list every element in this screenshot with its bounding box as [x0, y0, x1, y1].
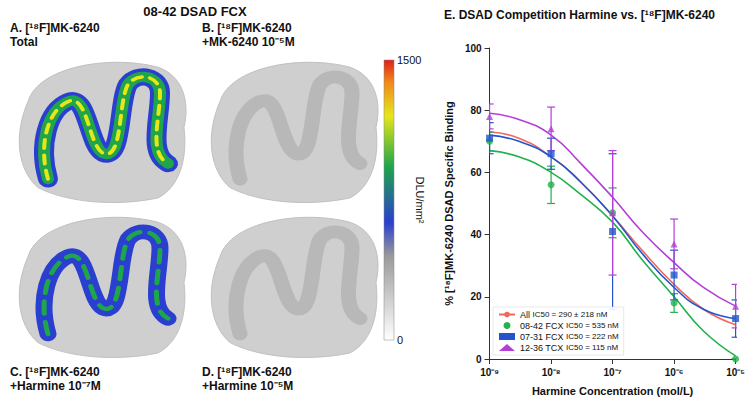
svg-text:+Harmine 10⁻⁵M: +Harmine 10⁻⁵M [202, 379, 293, 393]
svg-text:07-31 FCX: 07-31 FCX [520, 332, 566, 342]
svg-text:Total: Total [10, 35, 38, 49]
svg-text:B. [¹⁸F]MK-6240: B. [¹⁸F]MK-6240 [202, 21, 292, 35]
svg-text:0: 0 [397, 334, 403, 346]
svg-text:1500: 1500 [397, 54, 421, 66]
svg-text:10⁻⁶: 10⁻⁶ [665, 367, 684, 378]
svg-text:100: 100 [465, 43, 482, 54]
svg-text:10⁻⁵: 10⁻⁵ [726, 367, 745, 378]
svg-text:10⁻⁸: 10⁻⁸ [542, 367, 561, 378]
svg-text:20: 20 [470, 291, 482, 302]
svg-text:40: 40 [470, 229, 482, 240]
svg-text:+MK-6240 10⁻⁵M: +MK-6240 10⁻⁵M [202, 35, 295, 49]
svg-text:08-42 DSAD FCX: 08-42 DSAD FCX [143, 4, 247, 19]
svg-text:Harmine Concentration (mol/L): Harmine Concentration (mol/L) [532, 385, 694, 397]
svg-text:A. [¹⁸F]MK-6240: A. [¹⁸F]MK-6240 [10, 21, 100, 35]
svg-text:0: 0 [476, 354, 482, 365]
svg-text:All: All [520, 310, 533, 320]
svg-text:IC50 = 535 nM: IC50 = 535 nM [566, 321, 619, 330]
svg-text:DLU/mm²: DLU/mm² [414, 176, 426, 223]
svg-text:10⁻⁷: 10⁻⁷ [603, 367, 621, 378]
svg-text:IC50 = 222 nM: IC50 = 222 nM [566, 332, 619, 341]
svg-text:60: 60 [470, 167, 482, 178]
svg-text:10⁻⁹: 10⁻⁹ [480, 367, 499, 378]
svg-text:IC50 = 290 ± 218 nM: IC50 = 290 ± 218 nM [533, 310, 608, 319]
svg-text:80: 80 [470, 105, 482, 116]
svg-text:IC50 = 115 nM: IC50 = 115 nM [566, 343, 618, 352]
svg-text:12-36 TCX: 12-36 TCX [520, 343, 566, 353]
svg-text:08-42 FCX: 08-42 FCX [520, 321, 566, 331]
svg-text:% [¹⁸F]MK-6240 DSAD Specific B: % [¹⁸F]MK-6240 DSAD Specific Binding [443, 101, 455, 305]
svg-text:+Harmine 10⁻⁷M: +Harmine 10⁻⁷M [10, 379, 101, 393]
svg-text:D. [¹⁸F]MK-6240: D. [¹⁸F]MK-6240 [202, 365, 292, 379]
svg-text:C. [¹⁸F]MK-6240: C. [¹⁸F]MK-6240 [10, 365, 100, 379]
svg-text:E. DSAD Competition Harmine vs: E. DSAD Competition Harmine vs. [¹⁸F]MK-… [444, 8, 715, 22]
